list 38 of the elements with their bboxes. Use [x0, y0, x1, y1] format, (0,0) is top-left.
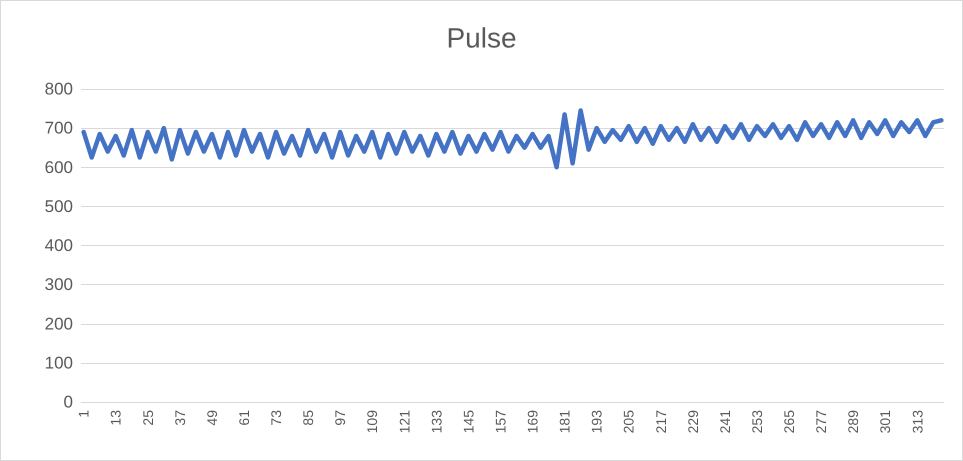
y-tick-label: 400: [44, 236, 73, 255]
x-tick-label: 229: [684, 410, 701, 434]
x-tick-label: 313: [909, 410, 926, 434]
x-tick-label: 133: [428, 410, 444, 434]
x-tick-label: 253: [748, 410, 765, 434]
x-tick-label: 169: [524, 410, 541, 434]
y-tick-label: 500: [44, 196, 73, 216]
y-tick-label: 100: [44, 353, 73, 372]
y-tick-label: 300: [44, 275, 73, 294]
x-tick-label: 205: [620, 410, 637, 434]
x-tick-label: 121: [396, 410, 412, 434]
x-tick-label: 49: [204, 410, 220, 426]
x-tick-label: 145: [460, 410, 476, 434]
x-tick-label: 37: [172, 410, 188, 426]
x-tick-label: 13: [108, 410, 124, 426]
x-tick-label: 157: [492, 410, 508, 434]
y-tick-label: 200: [44, 314, 73, 334]
y-tick-label: 0: [64, 392, 73, 412]
x-tick-label: 193: [588, 410, 605, 434]
x-tick-label: 97: [332, 410, 348, 426]
y-tick-label: 600: [44, 158, 73, 177]
x-tick-label: 265: [781, 410, 798, 434]
chart-title: Pulse: [446, 22, 517, 54]
x-tick-label: 25: [140, 410, 156, 426]
x-tick-label: 1: [76, 410, 92, 418]
x-tick-label: 109: [364, 410, 380, 434]
x-tick-label: 241: [716, 410, 733, 434]
x-tick-label: 181: [556, 410, 573, 434]
x-tick-label: 61: [236, 410, 252, 426]
x-tick-label: 217: [652, 410, 669, 434]
line-series: [81, 108, 944, 170]
x-tick-label: 289: [845, 410, 862, 434]
x-tick-label: 301: [877, 410, 894, 434]
x-tick-label: 73: [268, 410, 284, 426]
y-tick-label: 700: [44, 118, 73, 138]
x-tick-label: 277: [813, 410, 830, 434]
y-tick-label: 800: [44, 80, 73, 98]
x-tick-label: 85: [300, 410, 316, 426]
